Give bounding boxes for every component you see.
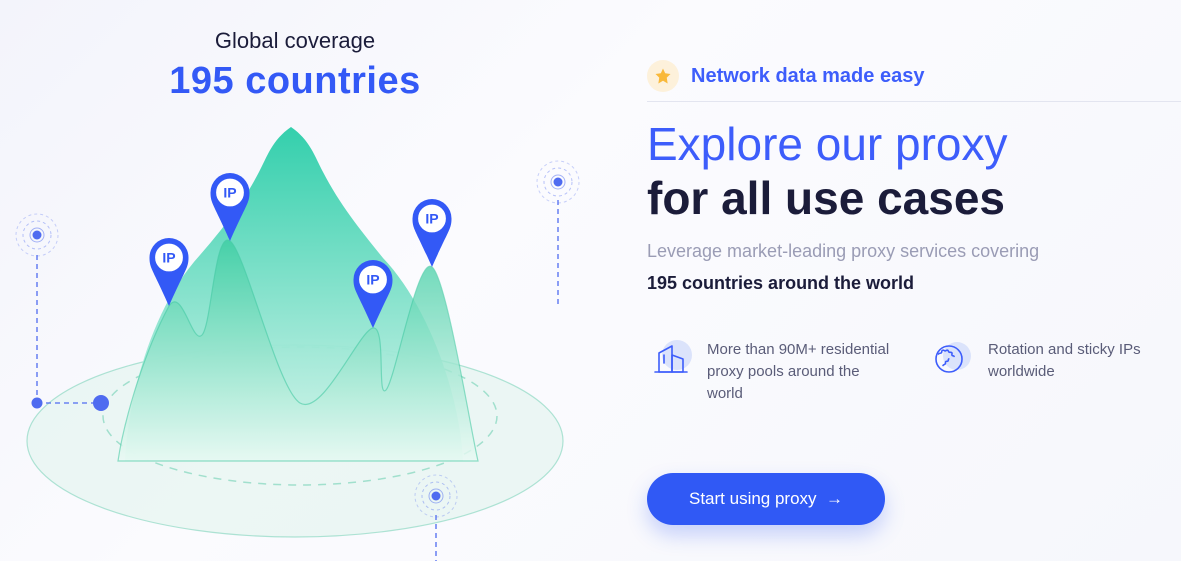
- svg-text:IP: IP: [425, 211, 438, 227]
- svg-text:IP: IP: [162, 250, 175, 266]
- svg-text:IP: IP: [366, 272, 379, 288]
- svg-text:IP: IP: [223, 185, 236, 201]
